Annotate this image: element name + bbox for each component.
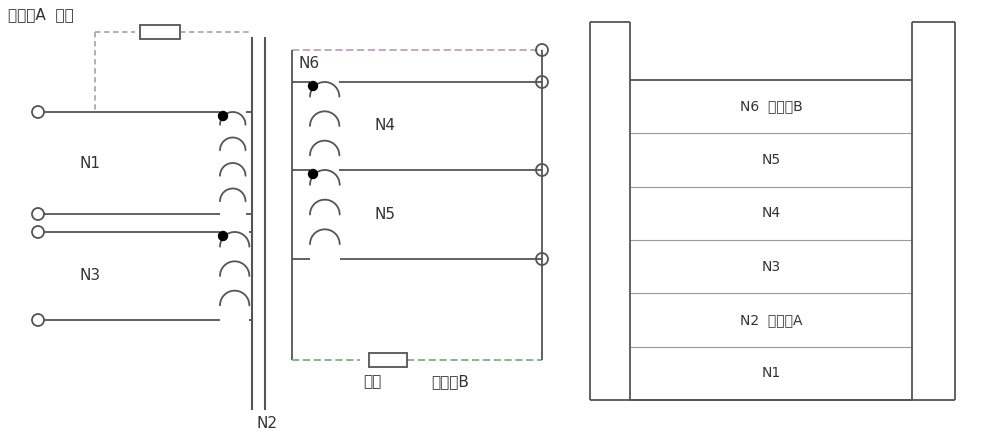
Text: N3: N3 — [79, 268, 101, 283]
Text: N5: N5 — [761, 153, 781, 167]
Circle shape — [218, 111, 228, 121]
Bar — [369, 353, 407, 367]
Text: N1: N1 — [761, 366, 781, 380]
Text: N2  屏蔽层A: N2 屏蔽层A — [740, 313, 802, 327]
Circle shape — [308, 169, 318, 179]
Text: N5: N5 — [374, 207, 396, 222]
Text: N2: N2 — [256, 416, 277, 431]
Text: N6  屏蔽层B: N6 屏蔽层B — [740, 99, 802, 114]
Text: 电阵: 电阵 — [363, 374, 381, 389]
Text: N1: N1 — [80, 156, 100, 171]
Circle shape — [308, 81, 318, 91]
Text: N3: N3 — [761, 259, 781, 274]
Circle shape — [218, 232, 228, 240]
Text: N4: N4 — [761, 206, 781, 220]
Text: 屏蔽层B: 屏蔽层B — [431, 374, 469, 389]
Bar — [140, 25, 180, 39]
Text: N4: N4 — [374, 118, 396, 133]
Text: 屏蔽层A  电阵: 屏蔽层A 电阵 — [8, 8, 74, 23]
Text: N6: N6 — [298, 57, 319, 72]
